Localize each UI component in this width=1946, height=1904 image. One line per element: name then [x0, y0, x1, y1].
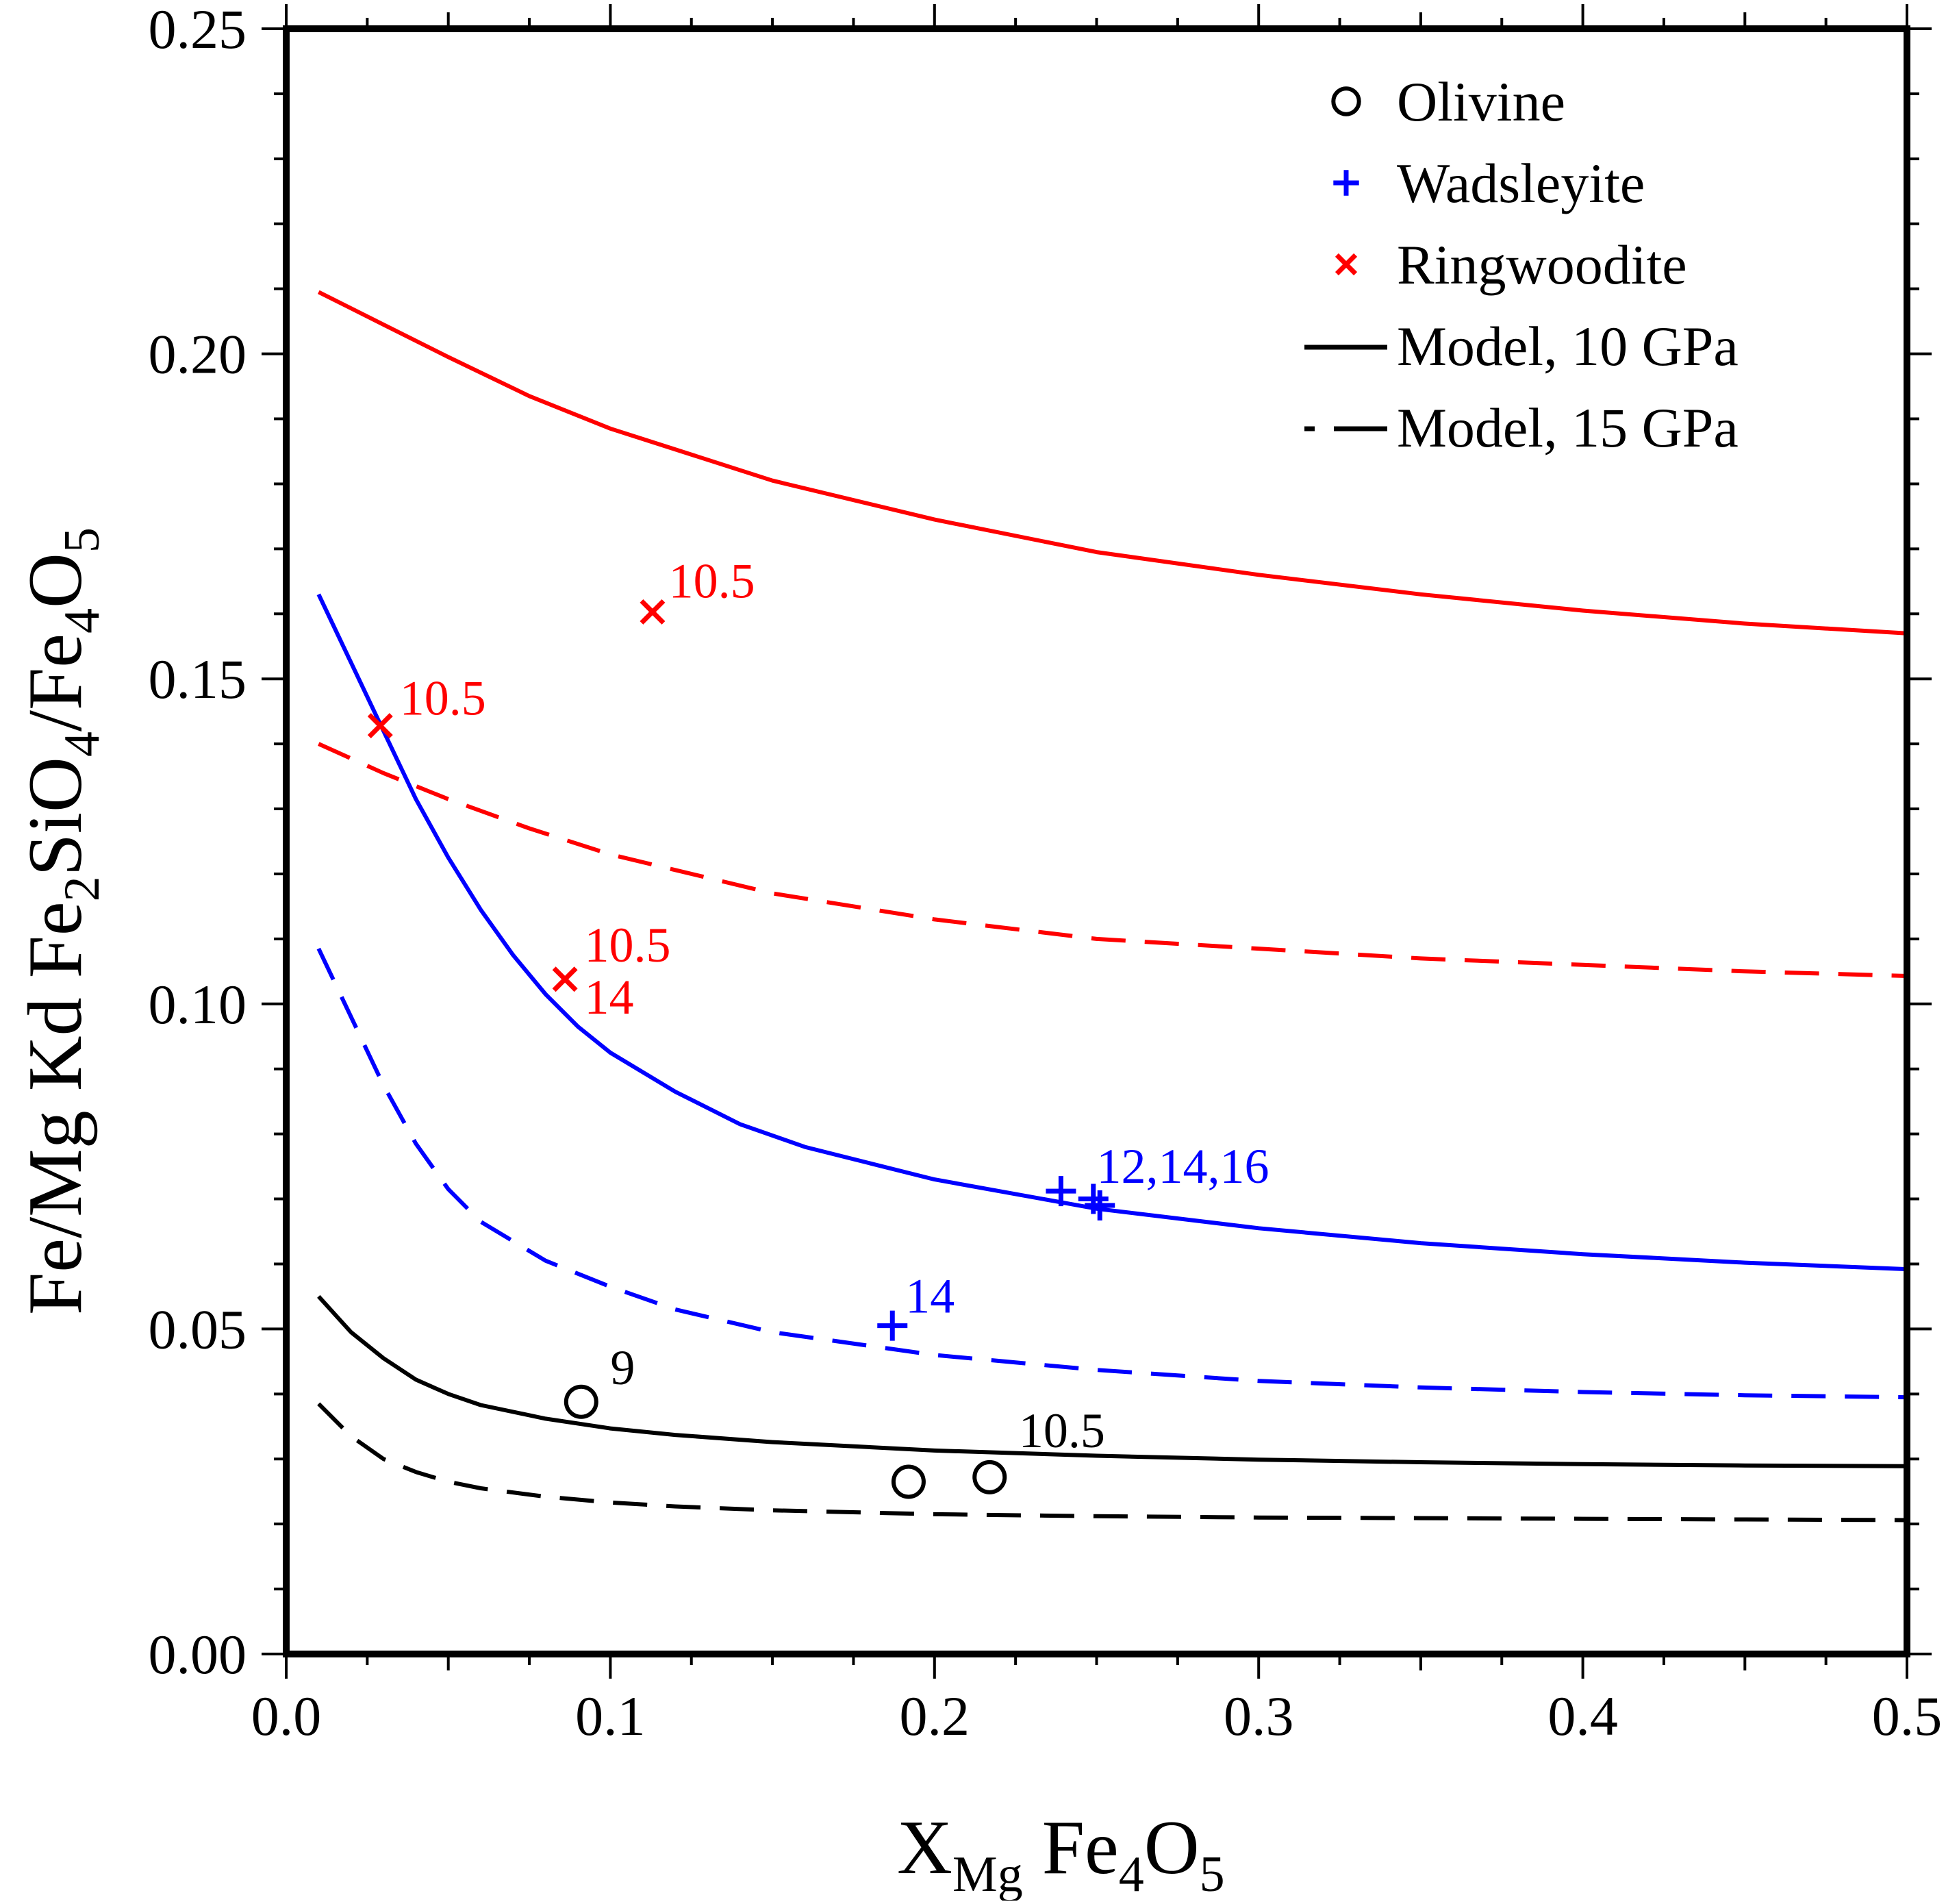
y-tick-label: 0.20 — [149, 323, 247, 386]
legend-item-wadsleyite: Wadsleyite — [1333, 152, 1645, 214]
legend-item-model-15-gpa: Model, 15 GPa — [1304, 397, 1739, 459]
legend-item-olivine: Olivine — [1331, 71, 1565, 133]
wadsleyite-point-4 — [1085, 1190, 1115, 1221]
legend-label: Ringwoodite — [1397, 234, 1687, 296]
ringwoodite-point-1 — [640, 599, 666, 625]
annotation-label-7: 9 — [610, 1340, 635, 1395]
model-curve-olivine-10-gpa — [317, 1294, 1908, 1468]
olivine-point-2 — [891, 1464, 926, 1499]
data-points — [367, 599, 1115, 1499]
wadsleyite-point-3 — [1078, 1183, 1109, 1214]
axes: 0.0 0.1 0.2 0.3 0.4 0.5 0.00 0.05 0.10 0.15 0.20 0.… — [149, 0, 1943, 1747]
ringwoodite-point-2 — [367, 713, 393, 739]
legend-marker-cross — [1335, 253, 1358, 276]
x-tick-label: 0.5 — [1872, 1685, 1943, 1747]
annotation-label-2: 10.5 — [400, 671, 486, 725]
model-curve-ringwoodite-15-gpa — [318, 742, 1908, 978]
legend-item-model-10-gpa: Model, 10 GPa — [1304, 315, 1739, 377]
x-tick-label: 0.3 — [1224, 1685, 1294, 1747]
model-curve-olivine-15-gpa — [317, 1402, 1908, 1523]
annotation-label-3: 10.5 — [585, 918, 671, 973]
wadsleyite-point-1 — [877, 1310, 908, 1341]
legend-label: Model, 10 GPa — [1397, 315, 1739, 377]
legend-marker-plus — [1333, 170, 1359, 196]
model-curves — [316, 290, 1908, 1523]
annotation-label-1: 10.5 — [669, 554, 755, 609]
legend-marker-circle — [1331, 86, 1361, 116]
model-curve-wadsleyite-15-gpa — [316, 947, 1908, 1400]
legend: Olivine Wadsleyite Ringwoodite Model, 10 GP… — [1304, 71, 1739, 459]
annotation-label-5: 12,14,16 — [1097, 1139, 1269, 1194]
y-axis-title: Fe/Mg Kd Fe2SiO4/Fe4O5 — [13, 527, 110, 1315]
x-tick-label: 0.4 — [1547, 1685, 1618, 1747]
y-tick-label: 0.10 — [149, 973, 247, 1036]
x-tick-label: 0.2 — [900, 1685, 970, 1747]
legend-item-ringwoodite: Ringwoodite — [1335, 234, 1687, 296]
y-tick-label: 0.05 — [149, 1298, 247, 1360]
y-tick-label: 0.00 — [149, 1623, 247, 1686]
x-tick-label: 0.1 — [575, 1685, 646, 1747]
x-axis-title: XMg Fe4O5 — [897, 1805, 1225, 1901]
axis-labels: XMg Fe4O5 Fe/Mg Kd Fe2SiO4/Fe4O5 — [13, 527, 1225, 1903]
model-curve-wadsleyite-10-gpa — [316, 593, 1908, 1272]
ringwoodite-point-3 — [552, 966, 578, 992]
annotation-label-8: 10.5 — [1019, 1403, 1105, 1458]
legend-label: Olivine — [1397, 71, 1565, 133]
x-tick-label: 0.0 — [251, 1685, 322, 1747]
olivine-point-1 — [564, 1384, 598, 1419]
legend-label: Model, 15 GPa — [1397, 397, 1739, 459]
wadsleyite-point-2 — [1046, 1176, 1076, 1207]
legend-label: Wadsleyite — [1397, 152, 1645, 214]
annotation-label-6: 14 — [905, 1269, 955, 1324]
olivine-point-3 — [972, 1460, 1007, 1494]
annotation-label-4: 14 — [585, 970, 634, 1025]
y-tick-label: 0.15 — [149, 648, 247, 710]
model-curve-ringwoodite-10-gpa — [317, 290, 1908, 636]
y-tick-label: 0.25 — [149, 0, 247, 60]
